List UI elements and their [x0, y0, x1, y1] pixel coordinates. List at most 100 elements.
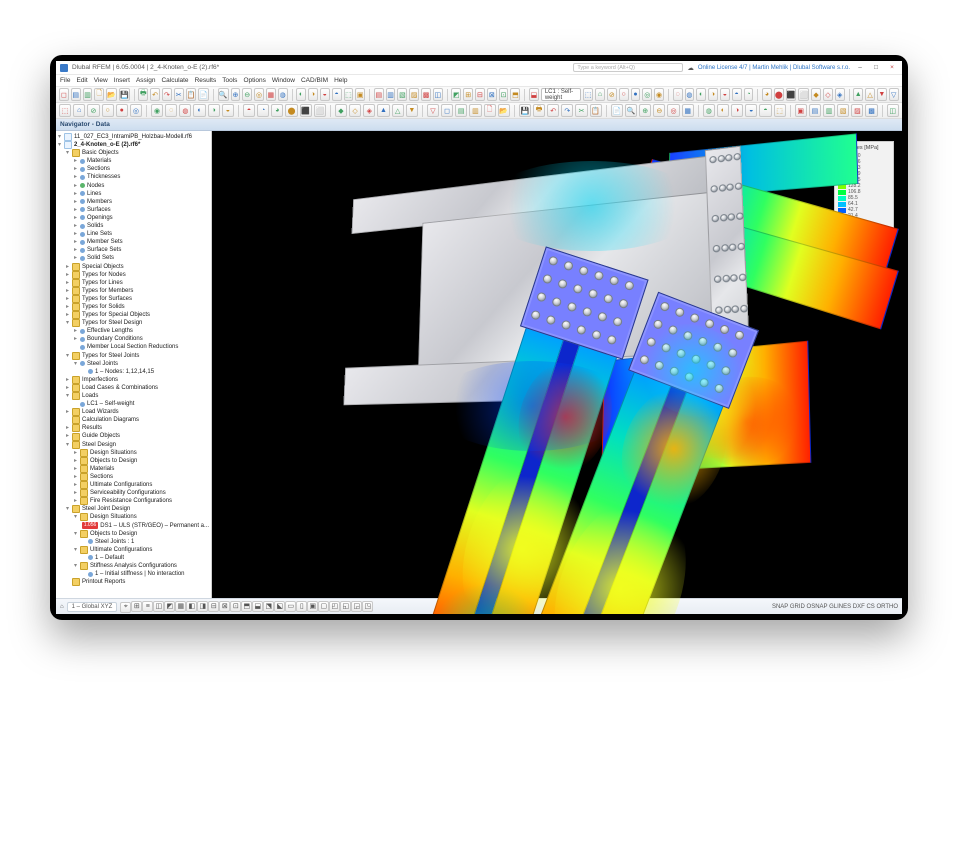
toolbar-btn[interactable]: ◑ — [708, 88, 718, 101]
toolbar-btn[interactable]: ◆ — [335, 104, 347, 117]
toolbar-btn[interactable]: ↷ — [561, 104, 573, 117]
status-btn[interactable]: ◧ — [186, 601, 197, 612]
status-btn[interactable]: ▭ — [285, 601, 296, 612]
toolbar-btn[interactable]: ⬤ — [285, 104, 297, 117]
status-btn[interactable]: ⊡ — [230, 601, 241, 612]
toolbar-btn[interactable]: ✂ — [174, 88, 184, 101]
toolbar-btn[interactable]: ◑ — [308, 88, 318, 101]
menu-results[interactable]: Results — [195, 77, 217, 84]
toolbar-btn[interactable]: ◎ — [130, 104, 142, 117]
status-btn[interactable]: ⌖ — [120, 602, 131, 613]
tree-row[interactable]: ▸ Solids — [56, 222, 211, 230]
tree-row[interactable]: ▸ Results — [56, 424, 211, 432]
toolbar-btn[interactable]: ◐ — [193, 104, 205, 117]
toolbar-btn[interactable]: ○ — [619, 88, 629, 101]
toolbar-btn[interactable]: ⬚ — [774, 104, 786, 117]
tree-row[interactable]: ▾ Types for Steel Design — [56, 319, 211, 327]
toolbar-btn[interactable]: △ — [865, 88, 875, 101]
toolbar-btn[interactable]: ◻ — [59, 88, 69, 101]
toolbar-btn[interactable]: ◓ — [332, 88, 342, 101]
toolbar-btn[interactable]: ◓ — [759, 104, 771, 117]
toolbar-btn[interactable]: ▼ — [877, 88, 887, 101]
tree-row[interactable]: ▸ Effective Lengths — [56, 327, 211, 335]
toolbar-btn[interactable]: ▼ — [406, 104, 418, 117]
status-btn[interactable]: ⊟ — [208, 601, 219, 612]
toolbar-btn[interactable]: ◫ — [433, 88, 443, 101]
tree-row[interactable]: 1.056 DS1 – ULS (STR/GEO) – Permanent a.… — [56, 522, 211, 530]
tree-row[interactable]: ▸ Objects to Design — [56, 457, 211, 465]
toolbar-btn[interactable]: ◌ — [673, 88, 683, 101]
toolbar-btn[interactable]: ▲ — [853, 88, 863, 101]
tree-row[interactable]: ▾ Steel Design — [56, 441, 211, 449]
toolbar-btn[interactable]: ◉ — [151, 104, 163, 117]
toolbar-btn[interactable]: ⊖ — [653, 104, 665, 117]
toolbar-btn[interactable]: ◉ — [654, 88, 664, 101]
tree-row[interactable]: ▸ Solid Sets — [56, 254, 211, 262]
toolbar-btn[interactable]: ▽ — [427, 104, 439, 117]
toolbar-btn[interactable]: 🗋 — [484, 104, 496, 117]
tree-row[interactable]: ▸ Guide Objects — [56, 432, 211, 440]
toolbar-btn[interactable]: ⊟ — [475, 88, 485, 101]
tree-row[interactable]: ▾ Stiffness Analysis Configurations — [56, 562, 211, 570]
tree-row[interactable]: Steel Joints : 1 — [56, 538, 211, 546]
status-btn[interactable]: ◲ — [351, 601, 362, 612]
viewport-3d[interactable]: σ_v,Mises [MPa] 235.0213.6192.3170.9149.… — [212, 131, 902, 598]
tree-row[interactable]: ▸ Line Sets — [56, 230, 211, 238]
toolbar-btn[interactable]: ◒ — [222, 104, 234, 117]
menu-calculate[interactable]: Calculate — [161, 77, 188, 84]
menu-options[interactable]: Options — [243, 77, 265, 84]
tree-row[interactable]: 1 – Initial stiffness | No interaction — [56, 570, 211, 578]
toolbar-btn[interactable]: ◩ — [451, 88, 461, 101]
toolbar-btn[interactable]: ◇ — [349, 104, 361, 117]
toolbar-btn[interactable]: ⊡ — [499, 88, 509, 101]
toolbar-btn[interactable]: ▥ — [386, 88, 396, 101]
status-btn[interactable]: ▢ — [318, 601, 329, 612]
toolbar-btn[interactable]: △ — [392, 104, 404, 117]
toolbar-btn[interactable]: ◒ — [720, 88, 730, 101]
status-btn[interactable]: ⬔ — [263, 601, 274, 612]
toolbar-btn[interactable]: ◈ — [363, 104, 375, 117]
status-btn[interactable]: ◨ — [197, 601, 208, 612]
tree-row[interactable]: ▾ Steel Joints — [56, 360, 211, 368]
status-btn[interactable]: ▯ — [296, 601, 307, 612]
toolbar-btn[interactable]: ▲ — [377, 104, 389, 117]
toolbar-btn[interactable]: ⬚ — [344, 88, 354, 101]
toolbar-btn[interactable]: ▤ — [455, 104, 467, 117]
tree-row[interactable]: ▸ Nodes — [56, 182, 211, 190]
toolbar-btn[interactable]: ● — [631, 88, 641, 101]
menu-insert[interactable]: Insert — [114, 77, 130, 84]
minimize-button[interactable]: – — [854, 64, 866, 71]
toolbar-btn[interactable]: ▽ — [889, 88, 899, 101]
toolbar-btn[interactable]: ▦ — [266, 88, 276, 101]
tree-row[interactable]: ▸ Sections — [56, 165, 211, 173]
toolbar-btn[interactable]: ▣ — [355, 88, 365, 101]
toolbar-btn[interactable]: ◇ — [823, 88, 833, 101]
toolbar-btn[interactable]: ⊠ — [487, 88, 497, 101]
toolbar-btn[interactable]: ◌ — [165, 104, 177, 117]
tree-row[interactable]: ▸ Imperfections — [56, 376, 211, 384]
toolbar-btn[interactable]: ⬤ — [774, 88, 784, 101]
toolbar-btn[interactable]: 📂 — [106, 88, 117, 101]
tree-row[interactable]: ▸ Ultimate Configurations — [56, 481, 211, 489]
status-toggles[interactable]: SNAP GRID OSNAP GLINES DXF CS ORTHO — [772, 604, 898, 610]
status-btn[interactable]: ◰ — [329, 601, 340, 612]
tree-row[interactable]: ▸ Surface Sets — [56, 246, 211, 254]
close-button[interactable]: × — [886, 64, 898, 71]
tree-row[interactable]: ▸ Types for Members — [56, 287, 211, 295]
tree-row[interactable]: ▾ Basic Objects — [56, 149, 211, 157]
tree-row[interactable]: Calculation Diagrams — [56, 416, 211, 424]
tree-row[interactable]: ▾ Loads — [56, 392, 211, 400]
status-btn[interactable]: ◳ — [362, 601, 373, 612]
toolbar-btn[interactable]: ↶ — [150, 88, 160, 101]
toolbar-btn[interactable]: ◍ — [685, 88, 695, 101]
toolbar-btn[interactable]: ▦ — [682, 104, 694, 117]
tree-row[interactable]: ▸ Members — [56, 198, 211, 206]
tree-row[interactable]: ▸ Load Cases & Combinations — [56, 384, 211, 392]
menu-cad/bim[interactable]: CAD/BIM — [301, 77, 328, 84]
toolbar-btn[interactable]: ⬜ — [314, 104, 326, 117]
toolbar-btn[interactable]: ◐ — [696, 88, 706, 101]
tree-row[interactable]: ▸ Sections — [56, 473, 211, 481]
status-btn[interactable]: ◩ — [164, 601, 175, 612]
toolbar-btn[interactable]: ✂ — [575, 104, 587, 117]
toolbar-btn[interactable]: ◑ — [208, 104, 220, 117]
